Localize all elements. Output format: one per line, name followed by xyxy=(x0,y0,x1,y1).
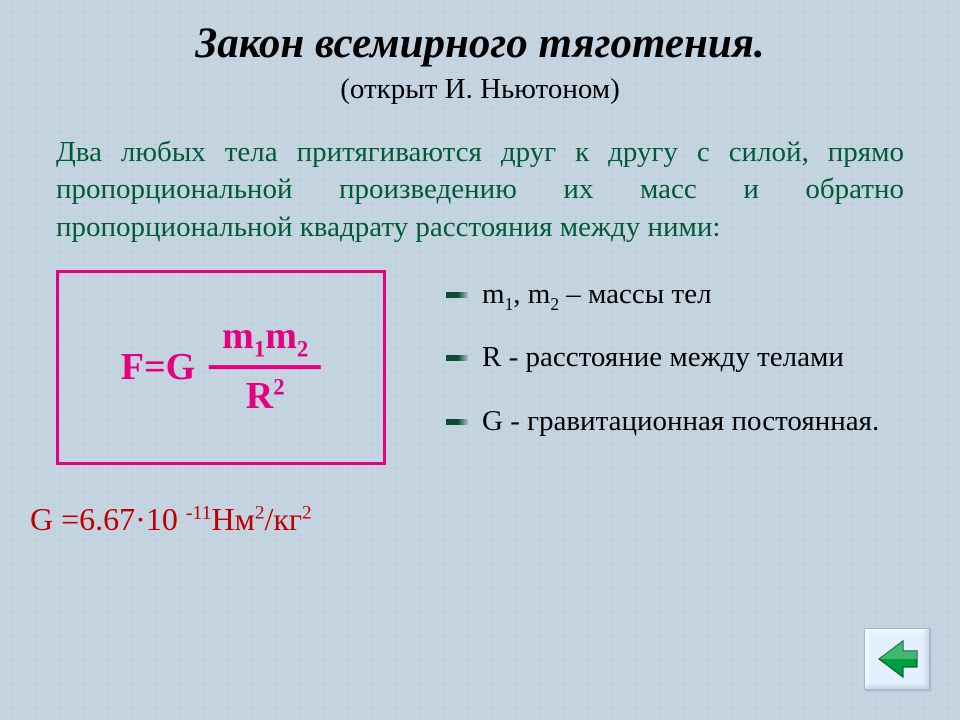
bullet-dash-icon xyxy=(446,355,468,361)
fraction-line xyxy=(209,365,321,369)
arrow-left-icon xyxy=(875,639,919,679)
formula-fraction: m1m2 R2 xyxy=(209,317,321,417)
legend-text: R - расстояние между телами xyxy=(482,339,844,377)
formula-box: F=G m1m2 R2 xyxy=(56,270,386,465)
page-title: Закон всемирного тяготения. xyxy=(56,20,904,67)
formula-denominator: R2 xyxy=(246,377,285,417)
bullet-dash-icon xyxy=(446,292,468,298)
formula-numerator: m1m2 xyxy=(222,317,308,357)
law-statement: Два любых тела притягиваются друг к друг… xyxy=(56,134,904,245)
legend-item-masses: m1, m2 – массы тел xyxy=(446,276,904,314)
legend-text: G - гравитационная постоянная. xyxy=(482,403,879,441)
legend-item-g: G - гравитационная постоянная. xyxy=(446,403,904,441)
left-column: F=G m1m2 R2 G =6.67·10 -11Нм2/кг2 xyxy=(56,270,446,538)
back-button[interactable] xyxy=(864,628,930,690)
legend-item-distance: R - расстояние между телами xyxy=(446,339,904,377)
legend: m1, m2 – массы тел R - расстояние между … xyxy=(446,270,904,467)
formula-lhs: F=G xyxy=(121,345,195,389)
bullet-dash-icon xyxy=(446,419,468,425)
gravitational-constant: G =6.67·10 -11Нм2/кг2 xyxy=(30,501,446,538)
gravity-formula: F=G m1m2 R2 xyxy=(121,317,321,417)
page-subtitle: (открыт И. Ньютоном) xyxy=(56,73,904,106)
content-row: F=G m1m2 R2 G =6.67·10 -11Нм2/кг2 m1, m2… xyxy=(56,270,904,538)
legend-text: m1, m2 – массы тел xyxy=(482,276,712,314)
